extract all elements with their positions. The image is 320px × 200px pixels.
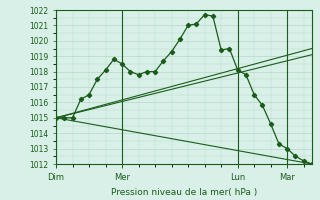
X-axis label: Pression niveau de la mer( hPa ): Pression niveau de la mer( hPa ) <box>111 188 257 197</box>
